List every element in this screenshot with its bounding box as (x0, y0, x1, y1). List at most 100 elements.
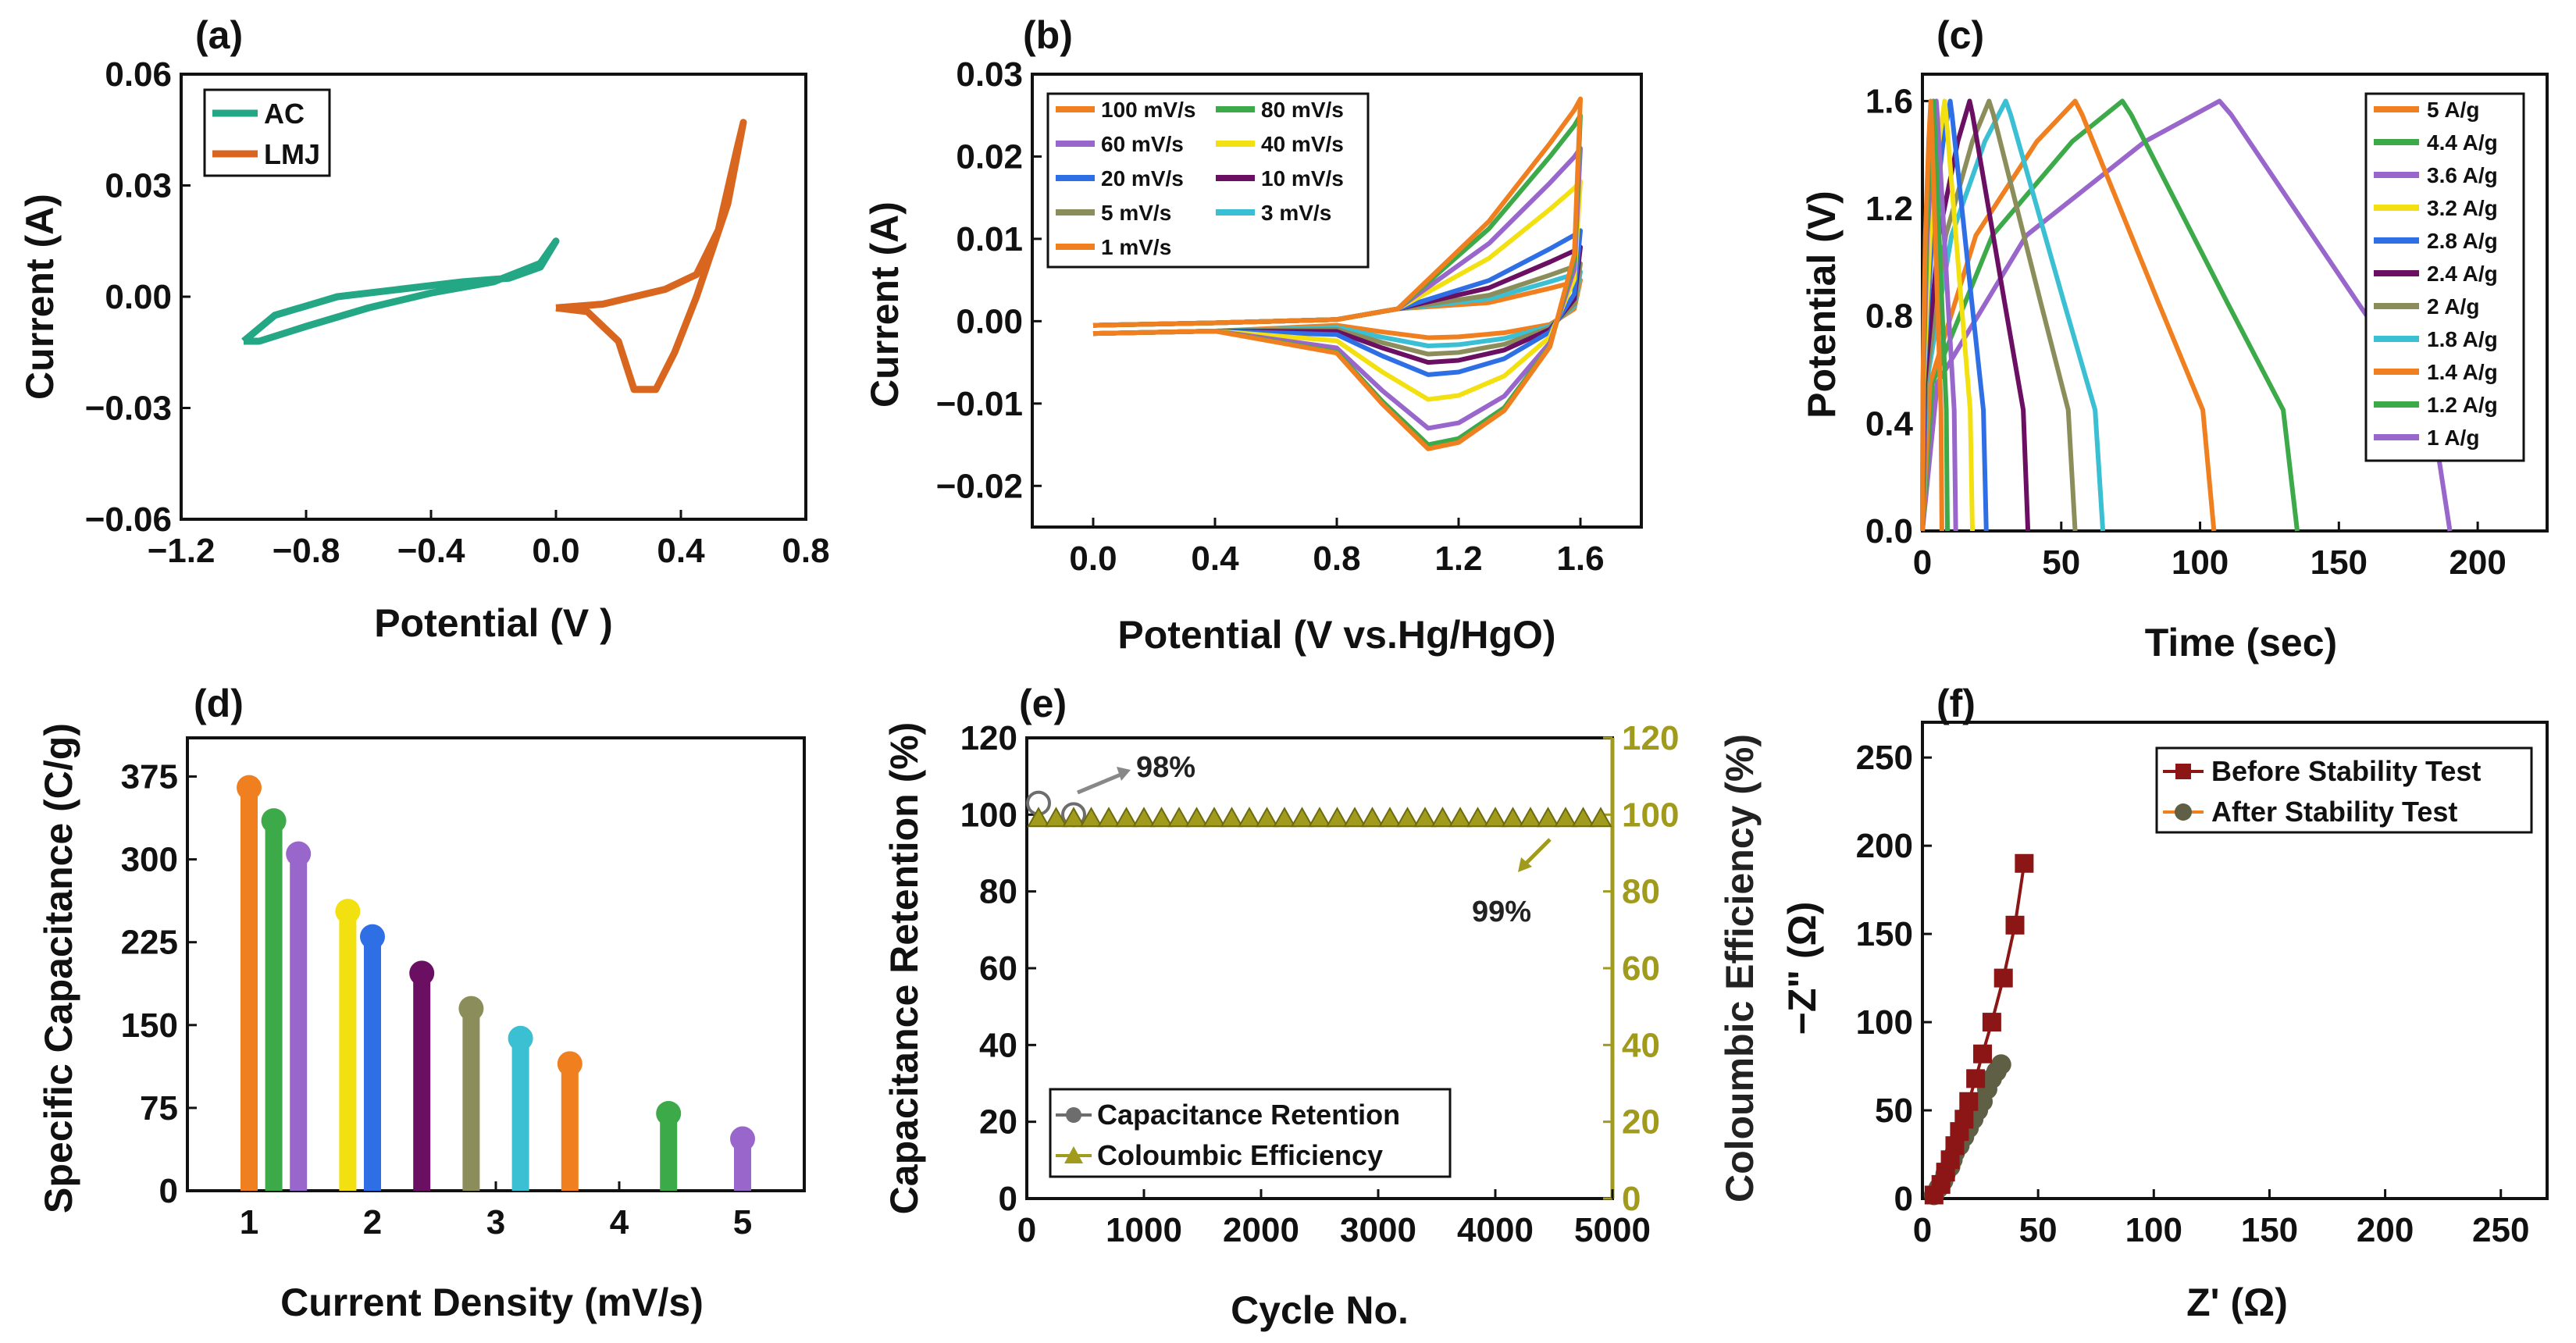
panel-a-xlabel: Potential (V ) (374, 601, 613, 645)
x-tick-label: 3000 (1340, 1211, 1416, 1249)
x-tick-label: 0.8 (1313, 540, 1360, 578)
panel-e-label: (e) (1019, 682, 1067, 725)
panel-c-ylabel: Potential (V) (1800, 191, 1844, 419)
x-tick-label: 0.4 (657, 532, 705, 570)
y2-tick-label: 60 (1622, 949, 1660, 988)
efficiency-point (1062, 807, 1085, 828)
x-tick-label: 1.6 (1556, 540, 1604, 578)
x-tick-label: 4000 (1457, 1211, 1534, 1249)
bar (413, 973, 431, 1191)
x-tick-label: 1000 (1106, 1211, 1182, 1249)
x-tick-label: 100 (2172, 543, 2229, 582)
efficiency-point (1167, 807, 1191, 828)
efficiency-point (1097, 807, 1121, 828)
legend-label: 3 mV/s (1261, 201, 1331, 225)
y-tick-label: 300 (121, 841, 178, 879)
before-point (1954, 1110, 1974, 1129)
x-tick-label: 50 (2019, 1211, 2058, 1249)
legend-label: 1 mV/s (1101, 235, 1171, 259)
series-line-lmj (555, 119, 747, 394)
panel-d-xlabel: Current Density (mV/s) (280, 1281, 704, 1324)
y-tick-label: 150 (1856, 915, 1913, 953)
legend-label: 5 mV/s (1101, 201, 1171, 225)
gcd-curve (1920, 98, 1944, 532)
bar (290, 853, 308, 1191)
legend-label: 10 mV/s (1261, 166, 1344, 191)
legend-after-marker (2175, 803, 2192, 821)
x-tick-label: 4 (610, 1203, 629, 1241)
gcd-curve (1920, 98, 2106, 532)
y-tick-label: 20 (979, 1103, 1017, 1142)
y-tick-label: 40 (979, 1026, 1017, 1064)
panel-b-ylabel: Current (A) (863, 201, 907, 408)
bar-cap (508, 1025, 533, 1051)
y-tick-label: 100 (1856, 1003, 1913, 1042)
bar-cap (730, 1126, 755, 1152)
y-tick-label: 50 (1875, 1092, 1913, 1130)
efficiency-point (1413, 807, 1437, 828)
panel-e-legend (1049, 1088, 1452, 1178)
efficiency-point (1571, 807, 1595, 828)
bar (660, 1113, 678, 1191)
y-tick-label: 60 (979, 949, 1017, 988)
legend-label: 3.6 A/g (2427, 163, 2498, 187)
x-tick-label: −0.8 (273, 532, 340, 570)
panel-e-ylabel: Capacitance Retention (%) (882, 722, 926, 1215)
x-tick-label: 0 (1913, 543, 1932, 582)
series-line-ac (241, 237, 560, 345)
gcd-curve (1920, 98, 2031, 532)
bar (462, 1008, 480, 1191)
panel-e-y2label: Coloumbic Efficiency (%) (1718, 734, 1762, 1202)
bar-cap (237, 775, 262, 800)
y-tick-label: 0.4 (1865, 404, 1914, 443)
x-tick-label: 100 (2125, 1211, 2182, 1249)
legend-label: 1.2 A/g (2427, 393, 2498, 417)
panel-c-legend (2364, 92, 2525, 462)
legend-label: 1.8 A/g (2427, 327, 2498, 351)
legend-retention-label: Capacitance Retention (1097, 1099, 1400, 1131)
y-tick-label: 0.02 (956, 137, 1023, 176)
legend-ac-label: AC (264, 98, 305, 130)
panel-b-label: (b) (1023, 13, 1073, 57)
efficiency-point (1132, 807, 1156, 828)
legend-label: 1 A/g (2427, 426, 2479, 450)
y2-tick-label: 100 (1622, 796, 1679, 834)
legend-label: 5 A/g (2427, 98, 2479, 122)
panel-d-ylabel: Specific Capacitance (C/g) (37, 723, 80, 1213)
y2-tick-label: 120 (1622, 719, 1679, 757)
y-tick-label: 80 (979, 873, 1017, 911)
x-tick-label: 150 (2241, 1211, 2298, 1249)
before-point (1973, 1044, 1993, 1063)
x-tick-label: 1.2 (1434, 540, 1482, 578)
bar (511, 1038, 529, 1191)
legend-retention-marker (1066, 1107, 1081, 1123)
bar (240, 787, 258, 1191)
y-tick-label: 0.01 (956, 220, 1023, 258)
x-tick-label: 0 (1017, 1211, 1036, 1249)
before-point (2015, 853, 2034, 873)
legend-after-label: After Stability Test (2211, 796, 2457, 828)
x-tick-label: 0.0 (532, 532, 579, 570)
gcd-curve (1920, 98, 2300, 532)
y-tick-label: −0.03 (85, 390, 172, 428)
x-tick-label: 0.0 (1069, 540, 1117, 578)
annotation-99-arrowhead (1518, 857, 1532, 872)
legend-label: 80 mV/s (1261, 98, 1344, 122)
y-tick-label: −0.02 (936, 467, 1023, 505)
y-tick-label: 0 (1894, 1180, 1913, 1218)
y-tick-label: 225 (121, 924, 178, 962)
panel-a-ylabel: Current (A) (18, 194, 62, 400)
efficiency-point (1238, 807, 1261, 828)
y-tick-label: 0.03 (956, 55, 1023, 94)
legend-label: 2.8 A/g (2427, 229, 2498, 253)
y-tick-label: 0.00 (105, 278, 172, 316)
before-point (1959, 1092, 1979, 1111)
efficiency-point (1431, 807, 1455, 828)
panel-c-xlabel: Time (sec) (2145, 621, 2337, 664)
efficiency-point (1448, 807, 1472, 828)
panel-f: (f) 250 200 150 100 50 00 50 100 150 200 250 −Z" (… (1780, 682, 2549, 1324)
efficiency-point (1202, 807, 1226, 828)
bar (734, 1138, 751, 1191)
